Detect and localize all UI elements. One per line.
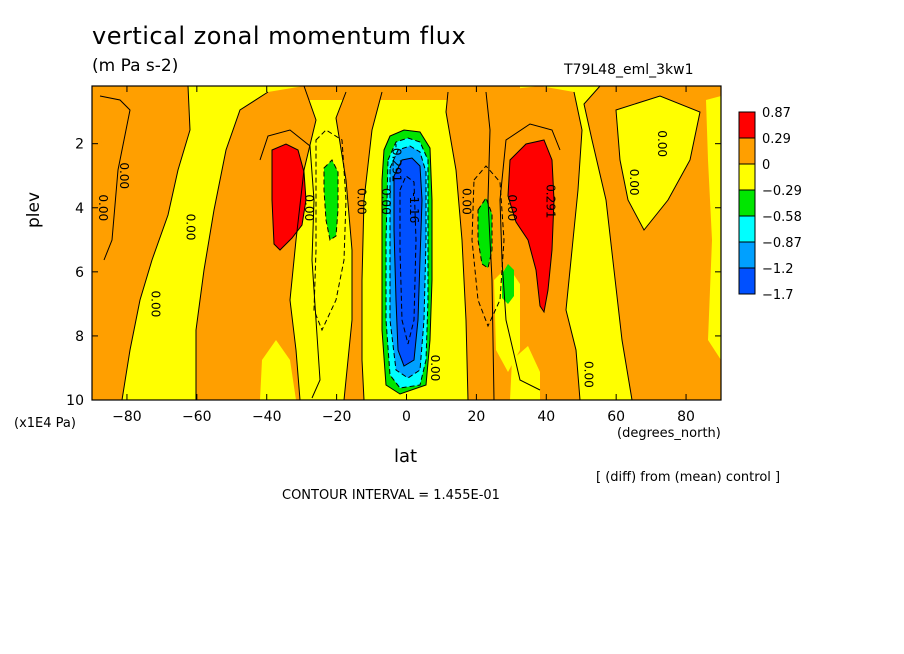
contour-line [393,157,423,367]
colorbar-swatch [738,111,756,139]
colorbar-swatch [738,163,756,191]
negative-contour-lines [313,129,505,389]
contour-line-dashed [323,159,339,241]
contour-line-dashed [477,196,493,269]
green-region-north-lower [502,264,514,304]
colorbar-label: 0.87 [762,106,791,121]
contour-label: -1.16 [407,192,421,223]
colorbar-swatch [738,137,756,165]
y-tick-label: 2 [75,137,84,153]
contour-line [361,91,383,400]
contour-line [271,143,307,251]
colorbar-label: −0.29 [762,184,802,199]
contour-label: 0.00 [428,355,442,382]
x-axis-unit: (degrees_north) [617,426,721,441]
contour-label: 0.00 [117,162,131,189]
colorbar-swatch [738,241,756,269]
y-tick-label: 10 [66,393,84,409]
colorbar-label: 0.29 [762,132,791,147]
x-axis-ticks: −80 −60 −40 −20 0 20 40 60 80 [112,86,695,425]
contour-labels: 0.00 0.00 0.00 0.00 0.00 0.00 0.00 -0.291-1.16 0… [96,130,669,387]
contour-label: 0.00 [183,214,197,241]
diff-note: [ (diff) from (mean) control ] [596,470,781,485]
contour-line-dashed [399,175,417,345]
contour-line-dashed [471,165,505,328]
contour-lines [92,86,701,400]
colorbar-label: 0 [762,158,770,173]
contour-line [259,129,321,399]
contour-line-dashed [389,145,427,379]
contour-line-dashed [385,137,429,389]
yellow-bottom-south [260,340,296,400]
colorbar-label: −1.2 [762,262,794,277]
x-tick-label: 0 [402,409,411,425]
y-axis-unit: (x1E4 Pa) [14,416,76,431]
contour-label: -0.291 [390,144,404,183]
x-tick-label: 40 [537,409,555,425]
contour-line [445,91,469,400]
orange-region-top-band [300,86,520,100]
x-tick-label: 20 [467,409,485,425]
contour-label: 0.00 [96,194,110,221]
contour-line [615,95,701,231]
colorbar-label: −0.58 [762,210,802,225]
contour-label: 0.00 [379,188,393,215]
run-label: T79L48_eml_3kw1 [564,62,694,78]
y-axis-ticks: 2 4 6 8 10 [66,137,721,409]
contour-label: 0.00 [459,188,473,215]
contour-line [195,91,269,400]
colorbar-label: −0.87 [762,236,802,251]
contour-label: 0.00 [582,361,596,388]
y-tick-label: 8 [75,329,84,345]
contour-line [92,86,191,400]
red-region-north [508,140,554,312]
x-tick-label: −20 [322,409,352,425]
contour-label: 0.291 [543,184,557,218]
contour-line [507,139,555,314]
colorbar-swatch [738,215,756,243]
contour-interval: CONTOUR INTERVAL = 1.455E-01 [282,488,500,503]
yellow-lobe-north [616,96,700,230]
contour-field [92,86,721,400]
contour-label: 0.00 [355,188,369,215]
contour-label: 0.00 [655,130,669,157]
contour-line [565,91,583,400]
yellow-lobe-south-high [210,86,244,120]
colorbar-label: −1.7 [762,288,794,303]
yellow-lobe-se-tropics [300,260,336,370]
x-tick-label: −40 [252,409,282,425]
contour-label: 0.00 [505,194,519,221]
yellow-lobe-east-edge [706,96,721,360]
colorbar: 0.87 0.29 0 −0.29 −0.58 −0.87 −1.2 −1.7 [738,106,802,303]
orange-region-sw-ridge [100,96,130,260]
contour-line [335,91,353,400]
colorbar-swatch [738,189,756,217]
y-tick-label: 6 [75,265,84,281]
contour-line [381,129,433,395]
orange-region-tropics-north [446,92,494,400]
contour-line [499,123,561,391]
colorbar-swatch [738,267,756,295]
contour-line [99,95,131,261]
x-tick-label: −60 [182,409,212,425]
x-tick-label: 60 [607,409,625,425]
green-region-south [324,160,338,240]
chart-units: (m Pa s-2) [92,56,179,76]
contour-label: 0.00 [302,194,316,221]
contour-line [583,86,633,400]
x-tick-label: −80 [112,409,142,425]
chart-title: vertical zonal momentum flux [92,22,467,50]
contour-label: 0.00 [627,169,641,196]
blue-core [394,158,422,366]
y-tick-label: 4 [75,201,84,217]
orange-region-tropics [336,92,382,400]
contour-line [289,86,317,400]
contour-line [485,91,495,400]
x-tick-label: 80 [677,409,695,425]
contour-label: 0.00 [148,291,162,318]
x-axis-label: lat [394,446,418,467]
